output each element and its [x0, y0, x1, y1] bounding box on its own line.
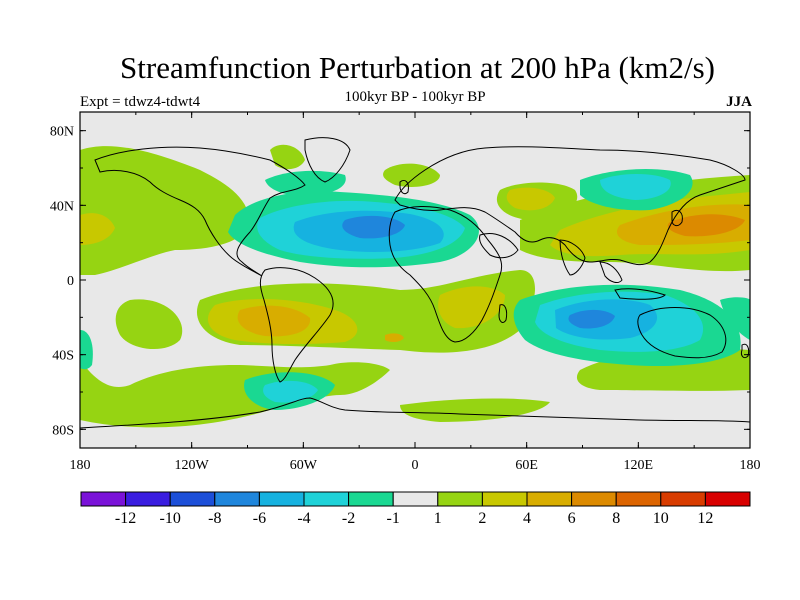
latitude-axis: 80N 40N 0 40S 80S	[50, 125, 750, 438]
colorbar-swatch	[704, 491, 751, 507]
australia-coast	[637, 307, 727, 359]
contour-negative-region	[720, 297, 750, 340]
contour-positive-region	[115, 299, 183, 350]
colorbar-swatch	[437, 491, 483, 507]
lat-tick-label: 0	[67, 274, 74, 289]
contour-positive-region	[270, 144, 305, 170]
antarctica-coast	[80, 397, 750, 429]
colorbar-label: -2	[342, 510, 355, 527]
lat-tick-label: 40N	[50, 199, 74, 214]
colorbar-label: -1	[387, 510, 400, 527]
lon-tick-label: 180	[70, 458, 91, 473]
contour-orange-region	[237, 305, 311, 337]
uk-coast	[399, 179, 409, 195]
japan-coast	[671, 209, 683, 227]
lat-tick-label: 80N	[50, 125, 74, 140]
contour-fields	[80, 144, 750, 428]
colorbar-swatch	[125, 491, 171, 507]
lon-tick-label: 180	[740, 458, 761, 473]
colorbar-label: 1	[434, 510, 442, 527]
contour-positive-region	[80, 146, 250, 275]
lat-tick-label: 80S	[52, 423, 74, 438]
india-coast	[559, 239, 586, 276]
colorbar-swatch	[258, 491, 305, 507]
colorbar-label: 6	[568, 510, 576, 527]
north-america-coast	[94, 146, 306, 277]
colorbar-label: -4	[297, 510, 310, 527]
colorbar-swatch	[571, 491, 617, 507]
arabia-coast	[479, 233, 519, 259]
colorbar-label: -8	[208, 510, 221, 527]
colorbar-swatch	[348, 491, 394, 507]
contour-orange-core	[667, 214, 745, 237]
lon-tick-label: 60W	[290, 458, 318, 473]
south-america-coast	[259, 267, 334, 383]
colorbar-swatch	[169, 491, 216, 507]
longitude-axis: 180 120W 60W 0 60E 120E 180	[70, 112, 761, 473]
colorbar-label: -12	[115, 510, 136, 527]
contour-orange-spot	[385, 333, 404, 343]
new-zealand-coast	[741, 343, 750, 359]
colorbar-label: 10	[653, 510, 669, 527]
colorbar-label: 4	[523, 510, 531, 527]
lon-tick-label: 120W	[175, 458, 210, 473]
indonesia-coast	[614, 288, 666, 300]
contour-yellow-region	[438, 286, 505, 329]
colorbar-swatch	[660, 491, 706, 507]
season-label: JJA	[726, 94, 752, 110]
experiment-label: Expt = tdwz4-tdwt4	[80, 94, 201, 110]
contour-negative-region	[265, 170, 346, 196]
colorbar-label: 2	[478, 510, 486, 527]
eurasia-coast	[394, 146, 746, 266]
colorbar-label: -6	[253, 510, 266, 527]
contour-cyan-region	[600, 174, 671, 200]
colorbar-swatch	[615, 491, 662, 507]
greenland-coast	[304, 137, 351, 183]
colorbar-swatch	[526, 491, 573, 507]
plot-title: Streamfunction Perturbation at 200 hPa (…	[120, 50, 715, 85]
lat-tick-label: 40S	[52, 349, 74, 364]
colorbar: -12 -10 -8 -6 -4 -2 -1 1 2 4 6 8 10 12	[80, 491, 751, 527]
madagascar-coast	[498, 304, 508, 323]
colorbar-swatch	[80, 491, 127, 507]
contour-deep-blue-core	[568, 309, 615, 329]
colorbar-swatch	[214, 491, 260, 507]
contour-yellow-region	[80, 213, 115, 245]
lon-tick-label: 60E	[515, 458, 538, 473]
lon-tick-label: 120E	[624, 458, 654, 473]
lon-tick-label: 0	[412, 458, 419, 473]
contour-cyan-region	[263, 380, 318, 403]
africa-coast	[388, 206, 503, 343]
plot-subtitle: 100kyr BP - 100kyr BP	[344, 89, 486, 105]
contour-yellow-region	[506, 187, 555, 211]
colorbar-swatch	[481, 491, 528, 507]
colorbar-label: -10	[160, 510, 181, 527]
colorbar-swatch	[303, 491, 350, 507]
contour-negative-region	[80, 330, 93, 370]
colorbar-label: 12	[697, 510, 713, 527]
colorbar-label: 8	[612, 510, 620, 527]
coastlines	[80, 137, 750, 429]
colorbar-swatch	[392, 491, 439, 507]
southeast-asia-coast	[599, 261, 623, 284]
